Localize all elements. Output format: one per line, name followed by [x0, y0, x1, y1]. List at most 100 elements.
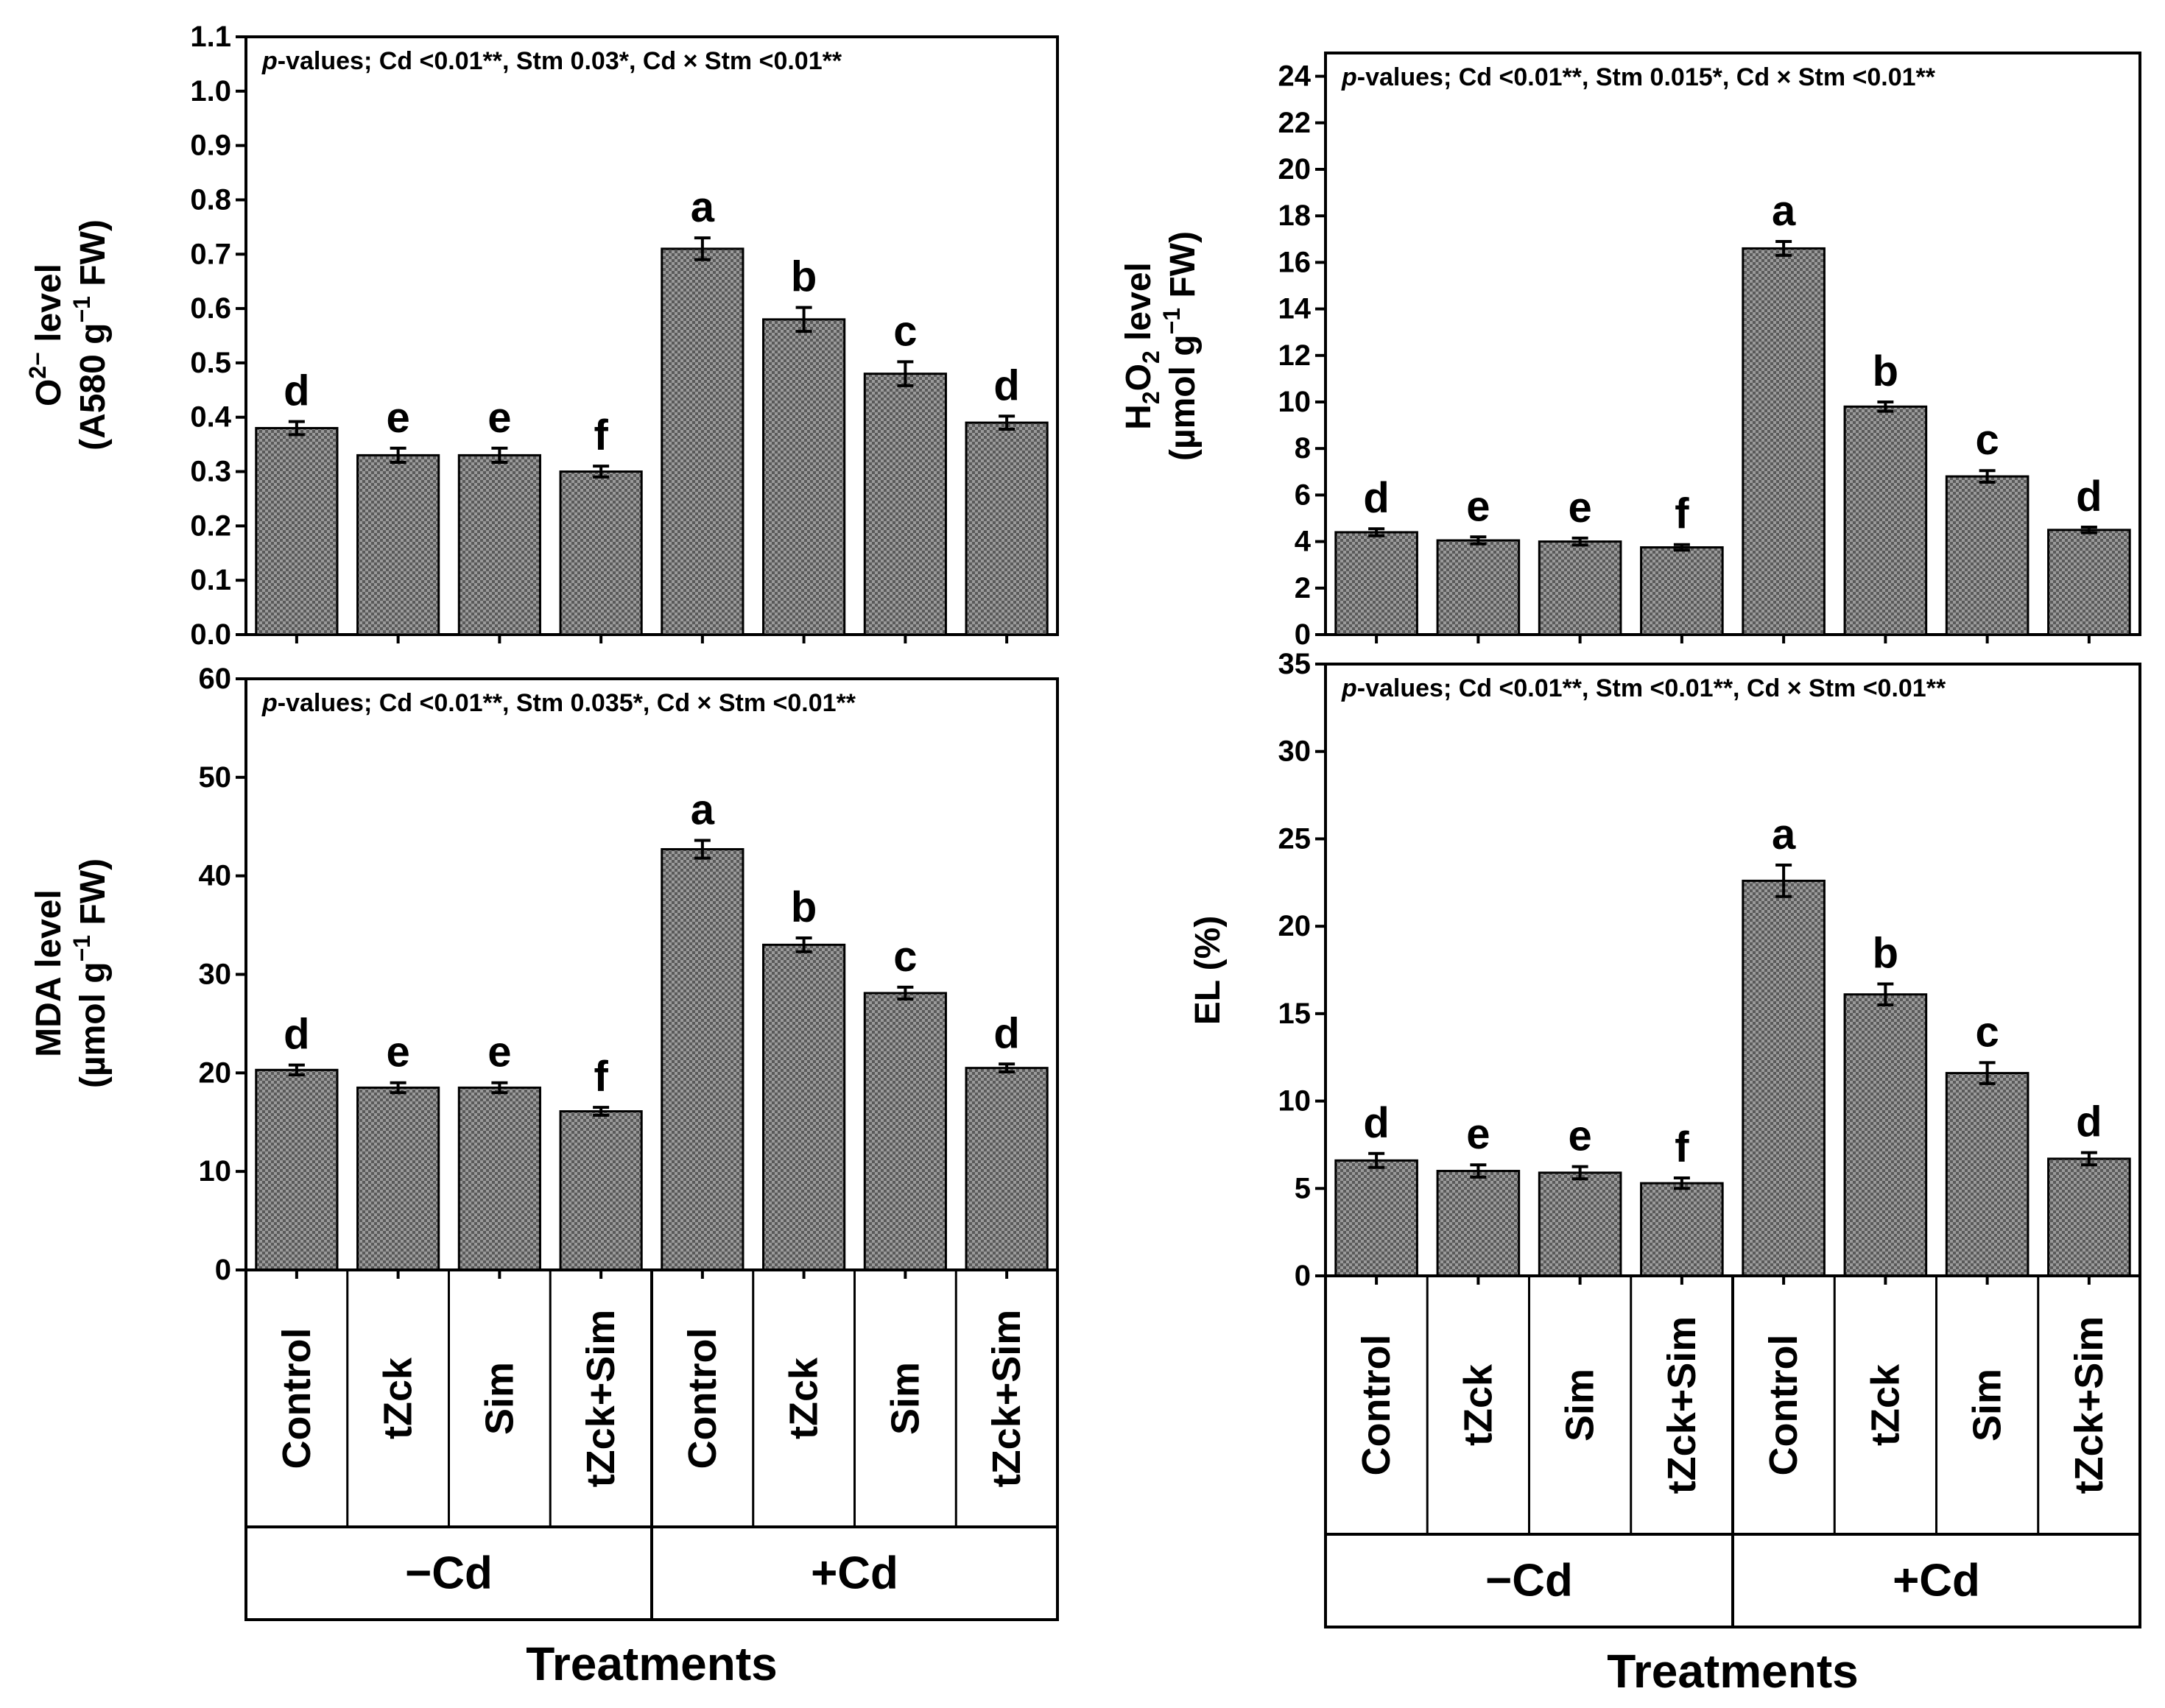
- significance-letter: e: [1466, 482, 1490, 530]
- y-tick-label: 0: [1295, 618, 1311, 651]
- p-values-annotation: p-values; Cd <0.01**, Stm 0.015*, Cd × S…: [1341, 63, 1936, 91]
- bar: [1640, 546, 1724, 636]
- category-label: tZck+Sim: [985, 1310, 1029, 1488]
- panel-bottom-right: 0 5 10 15 20 25 30 35 d e e f a b c d p-values; Cd <0.01…: [1278, 648, 2141, 1292]
- y-tick-label: 2: [1295, 572, 1311, 604]
- y-axis-title: EL (%): [1189, 916, 1228, 1025]
- bar: [1538, 540, 1622, 636]
- bar: [1334, 531, 1418, 636]
- y-axis-title-line1: MDA level: [29, 889, 68, 1057]
- bar: [559, 470, 643, 636]
- y-unit-pre: (µmol g: [74, 961, 113, 1088]
- y-tick-label: 30: [1278, 735, 1312, 768]
- y-tick-label: 8: [1295, 432, 1311, 465]
- category-label: tZck: [1863, 1363, 1907, 1446]
- y-tick-label: 0.0: [190, 618, 231, 651]
- significance-letter: e: [1466, 1110, 1490, 1158]
- p-values-text: -values; Cd <0.01**, Stm 0.015*, Cd × St…: [1357, 63, 1936, 91]
- significance-letter: e: [1568, 484, 1591, 532]
- y-unit-pre: (µmol g: [1164, 334, 1203, 461]
- y-tick-label: 0.5: [190, 347, 231, 379]
- bar: [457, 454, 541, 636]
- significance-letter: c: [893, 933, 917, 981]
- y-tick-label: 10: [199, 1155, 232, 1188]
- y-title-rest: EL (%): [1189, 916, 1228, 1025]
- category-label: tZck+Sim: [579, 1310, 623, 1488]
- y-title-sub2: 2: [1138, 350, 1164, 364]
- significance-letter: b: [791, 253, 817, 301]
- bar: [863, 992, 947, 1271]
- y-tick-label: 0.9: [190, 130, 231, 162]
- panel-bottom-left: 0 10 20 30 40 50 60 d e e f a b c d p-values; Cd <0.01*…: [199, 663, 1059, 1286]
- y-tick-label: 0.3: [190, 456, 231, 488]
- y-title-rest: level: [1119, 262, 1158, 350]
- plot-frame: [244, 35, 1059, 636]
- x-axis-title: Treatments: [526, 1637, 777, 1690]
- y-tick-label: 0: [215, 1254, 231, 1286]
- bar: [1843, 993, 1928, 1277]
- p-values-text: -values; Cd <0.01**, Stm <0.01**, Cd × S…: [1357, 674, 1946, 702]
- y-tick-label: 1.0: [190, 75, 231, 107]
- y-axis-title-line2: (µmol g−1 FW): [1158, 231, 1203, 461]
- significance-letter: d: [993, 1009, 1019, 1057]
- panel-top-left: 0.0 0.1 0.2 0.3 0.4 0.5 0.6 0.7 0.8 0.9 1.0 1.1 d e e f…: [190, 21, 1059, 651]
- p-values-annotation: p-values; Cd <0.01**, Stm 0.03*, Cd × St…: [261, 47, 842, 75]
- y-tick-label: 60: [199, 663, 232, 695]
- significance-letter: b: [1873, 929, 1898, 977]
- y-tick-label: 0.6: [190, 292, 231, 325]
- significance-letter: e: [386, 1028, 409, 1076]
- p-italic: p: [1341, 63, 1357, 91]
- bar: [1742, 247, 1826, 636]
- significance-letter: d: [993, 361, 1019, 409]
- y-tick-label: 18: [1278, 200, 1312, 232]
- y-axis-title-line1: O2− level: [24, 264, 68, 406]
- y-axis-title-line2: (µmol g−1 FW): [68, 858, 113, 1088]
- bar: [1436, 1170, 1521, 1277]
- significance-letter: d: [284, 1011, 309, 1059]
- y-unit-post: FW): [74, 219, 113, 296]
- bar: [1945, 1072, 2030, 1277]
- bar: [1538, 1171, 1622, 1277]
- bar: [356, 454, 440, 636]
- category-label: Control: [275, 1328, 319, 1469]
- category-label: tZck+Sim: [1660, 1316, 1704, 1494]
- y-tick-label: 0.2: [190, 509, 231, 542]
- bar: [762, 943, 846, 1271]
- significance-letter: b: [1873, 347, 1898, 395]
- y-title-main: O: [29, 379, 68, 406]
- category-label: Sim: [1965, 1369, 2010, 1441]
- significance-letter: e: [487, 1028, 511, 1076]
- bar: [255, 1068, 339, 1271]
- significance-letter: f: [594, 1053, 608, 1101]
- p-italic: p: [261, 689, 278, 717]
- y-tick-label: 40: [199, 860, 232, 892]
- significance-letter: d: [1363, 474, 1389, 522]
- y-unit-sup: −1: [1158, 308, 1185, 334]
- significance-letter: c: [1975, 1008, 1999, 1056]
- y-tick-label: 20: [1278, 910, 1312, 942]
- y-tick-label: 35: [1278, 648, 1312, 680]
- y-title-mid: O: [1119, 364, 1158, 391]
- y-title-sup: 2−: [24, 352, 51, 378]
- y-title-rest: MDA level: [29, 889, 68, 1057]
- significance-letter: e: [1568, 1112, 1591, 1160]
- significance-letter: e: [386, 394, 409, 442]
- significance-letter: a: [1772, 811, 1796, 858]
- significance-letter: d: [1363, 1099, 1389, 1147]
- bar: [661, 848, 744, 1271]
- significance-letter: b: [791, 883, 817, 931]
- bar: [255, 426, 339, 636]
- significance-letter: f: [594, 412, 608, 459]
- plot-frame: [1324, 52, 2141, 636]
- y-tick-label: 1.1: [190, 21, 231, 53]
- group-label: −Cd: [1485, 1556, 1573, 1606]
- y-axis-title-line2: (A580 g−1 FW): [68, 219, 113, 451]
- y-axis-title: O2− level(A580 g−1 FW): [24, 219, 113, 451]
- bar: [559, 1110, 643, 1271]
- group-label: +Cd: [811, 1548, 898, 1599]
- y-tick-label: 0: [1295, 1260, 1311, 1292]
- y-unit-pre: (A580 g: [74, 323, 113, 451]
- y-tick-label: 50: [199, 761, 232, 794]
